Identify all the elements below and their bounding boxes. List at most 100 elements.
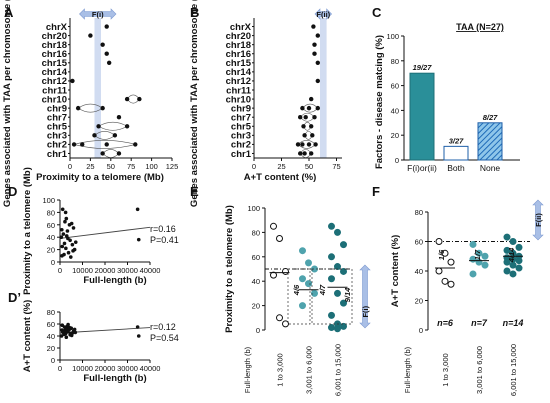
panel-label: D’	[8, 290, 21, 305]
data-point	[124, 124, 130, 129]
category-label: chr2	[231, 140, 251, 151]
x-tick-label: 25	[277, 162, 285, 171]
data-point	[116, 115, 122, 120]
data-point	[135, 207, 140, 212]
data-point	[116, 151, 122, 156]
data-point	[282, 320, 289, 328]
data-point	[515, 257, 523, 265]
data-point	[302, 151, 307, 156]
panel-e: E 0 20 40 60 80 100 Proximity to a telomere (Mb…	[190, 184, 371, 396]
x-tick-label: 40000	[140, 364, 161, 373]
data-point	[88, 33, 93, 38]
data-point	[313, 142, 318, 147]
data-point	[80, 142, 85, 147]
category-label: chr7	[47, 113, 67, 124]
data-point	[305, 259, 312, 267]
data-point	[70, 242, 75, 247]
data-point	[137, 96, 142, 102]
y-tick-label: 60	[391, 82, 399, 91]
x-tick-label: 0	[58, 364, 62, 373]
data-point	[100, 151, 105, 156]
category-label: chr20	[226, 31, 251, 42]
y-axis-title: Genes associated with TAA per chromosome…	[189, 0, 200, 207]
data-point	[75, 105, 81, 111]
arrow-label: F(ii)	[534, 213, 543, 227]
data-point	[328, 253, 335, 261]
group-box	[287, 268, 311, 325]
threshold-arrow	[359, 264, 371, 329]
data-point	[104, 24, 109, 29]
data-point	[69, 331, 73, 336]
x-tick-label: 20000	[95, 364, 116, 373]
data-point	[334, 289, 341, 297]
panel-b: Bchr1chr2chr3chr5chr7chr9chr10chr11chr12…	[189, 0, 342, 207]
arrow-label: F(ii)	[316, 10, 330, 19]
data-point	[481, 261, 489, 269]
panel-label: C	[372, 5, 382, 20]
category-label: chr9	[47, 103, 67, 114]
data-point	[270, 222, 277, 230]
category-label: chr20	[42, 31, 67, 42]
data-point	[64, 246, 68, 251]
y-axis-title: Proximity to a telomere (Mb)	[224, 205, 235, 333]
category-label: 6,001 to 15,000	[334, 344, 343, 396]
data-point	[136, 334, 141, 338]
data-point	[124, 96, 130, 102]
y-tick-label: 80	[252, 228, 260, 237]
category-label: 3,001 to 6,000	[475, 346, 484, 394]
panel-label: D	[8, 184, 17, 199]
data-point	[276, 314, 283, 322]
x-tick-label: 0	[252, 162, 256, 171]
data-point	[315, 60, 320, 65]
y-tick-label: 0	[51, 356, 55, 365]
bar-value-label: 19/27	[413, 63, 433, 72]
x-tick-label: 50	[107, 162, 115, 171]
category-label: chr14	[42, 67, 68, 78]
data-point	[503, 246, 511, 254]
data-point	[100, 105, 105, 111]
data-point	[276, 235, 283, 242]
x-axis-title: Full-length (b)	[83, 373, 146, 384]
data-point	[469, 240, 477, 248]
data-point	[70, 78, 75, 84]
data-point	[315, 105, 320, 111]
y-tick-label: 0	[419, 326, 423, 335]
y-tick-label: 20	[391, 131, 399, 140]
x-tick-label: 50	[305, 162, 313, 171]
x-tick-label: 25	[86, 162, 94, 171]
category-label: chr11	[42, 85, 68, 96]
threshold-arrow	[532, 199, 544, 241]
data-point	[62, 241, 67, 246]
data-point	[73, 240, 78, 244]
data-point	[469, 270, 477, 278]
category-label: Both	[447, 163, 465, 173]
data-point	[303, 115, 308, 120]
data-point	[64, 327, 68, 331]
data-point	[66, 322, 70, 327]
data-point	[66, 250, 71, 255]
category-label: chr10	[42, 94, 67, 105]
category-label: chr2	[47, 140, 67, 151]
data-point	[71, 226, 76, 230]
stat-label: r=0.16	[150, 224, 176, 234]
fraction-label: 4/14	[507, 247, 516, 263]
data-point	[312, 115, 317, 120]
y-tick-label: 60	[252, 253, 260, 262]
bar	[443, 145, 469, 161]
corner-label: Full-length (b)	[403, 346, 412, 393]
data-point	[60, 330, 65, 334]
data-point	[64, 335, 69, 340]
category-label: chr5	[47, 122, 68, 133]
data-point	[435, 238, 443, 245]
n-label: n=6	[437, 318, 454, 328]
data-point	[67, 325, 72, 330]
data-point	[306, 105, 312, 111]
data-point	[509, 261, 517, 269]
y-tick-label: 60	[47, 221, 55, 230]
bar	[409, 72, 435, 161]
data-point	[306, 142, 312, 147]
data-point	[509, 270, 517, 278]
